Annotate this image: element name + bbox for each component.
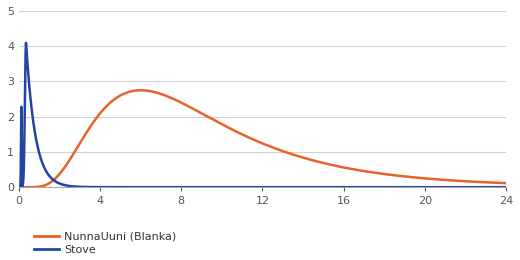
Legend: NunnaUuni (Blanka), Stove: NunnaUuni (Blanka), Stove: [34, 232, 176, 255]
